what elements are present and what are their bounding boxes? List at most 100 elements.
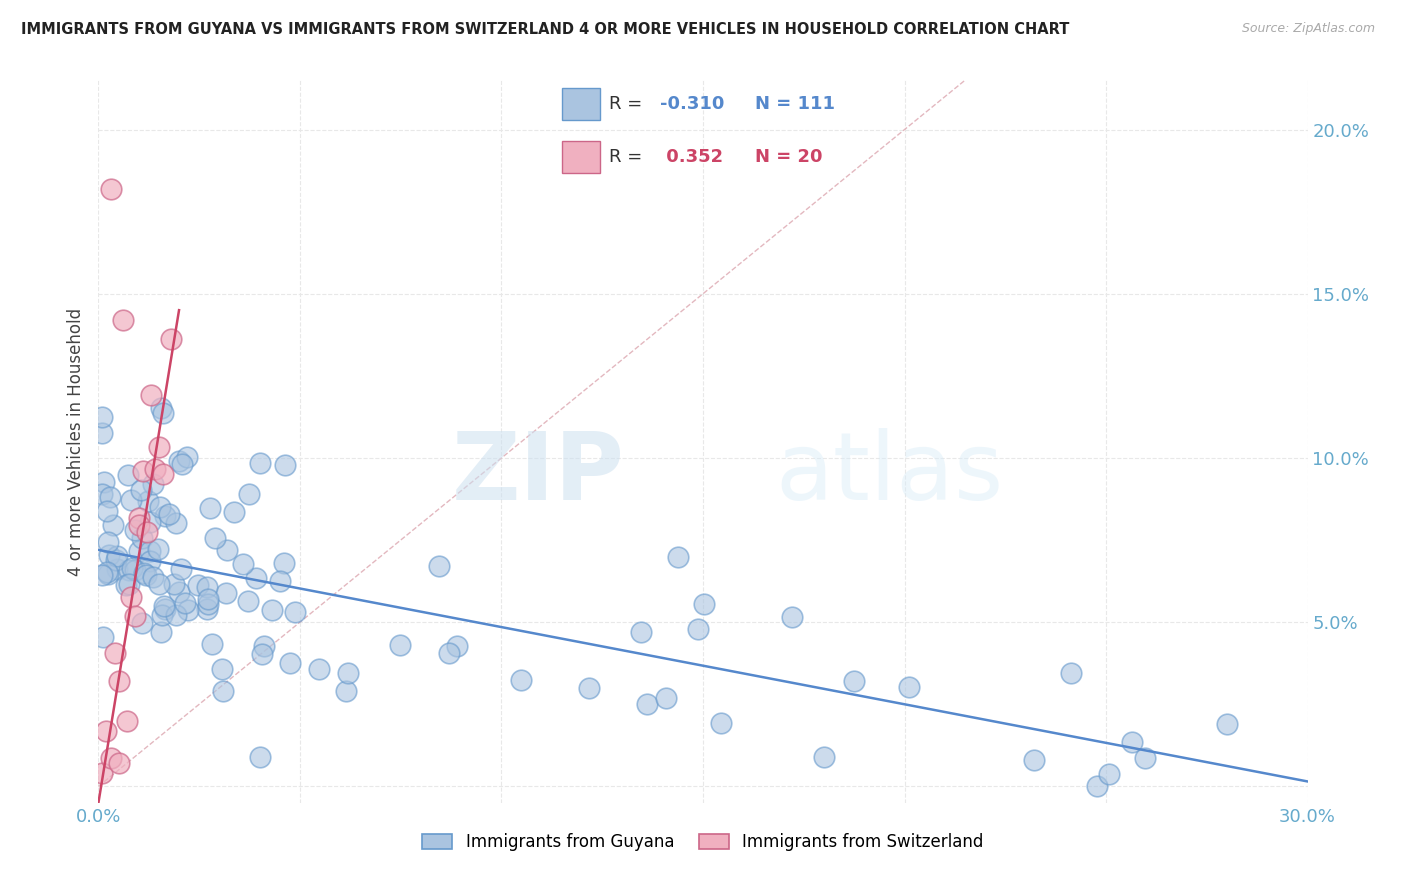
Point: [1060, 665, 1083, 680]
Point: [284, 606, 307, 620]
Point: [96, 566, 118, 580]
Point: [91, 766, 114, 780]
Point: [107, 756, 129, 770]
Point: [128, 517, 150, 532]
Point: [167, 454, 190, 468]
Point: [813, 750, 835, 764]
Point: [163, 577, 186, 591]
Point: [91, 630, 114, 644]
Point: [139, 388, 162, 402]
Point: [780, 609, 803, 624]
Point: [174, 597, 197, 611]
Point: [148, 500, 170, 514]
Point: [245, 571, 267, 585]
Point: [211, 663, 233, 677]
Point: [155, 508, 177, 523]
Point: [105, 562, 128, 576]
Point: [655, 690, 678, 705]
Point: [148, 577, 170, 591]
Point: [666, 550, 689, 565]
Point: [693, 597, 716, 611]
Point: [636, 697, 658, 711]
Point: [103, 646, 125, 660]
Point: [336, 666, 359, 681]
Text: ZIP: ZIP: [451, 428, 624, 520]
Point: [710, 715, 733, 730]
Point: [142, 570, 165, 584]
Point: [232, 558, 254, 572]
Text: atlas: atlas: [776, 428, 1004, 520]
Point: [91, 567, 114, 582]
Point: [198, 500, 221, 515]
Point: [135, 524, 157, 539]
Point: [215, 586, 238, 600]
Point: [121, 561, 143, 575]
Point: [131, 616, 153, 631]
Text: N = 20: N = 20: [755, 148, 823, 166]
Point: [177, 603, 200, 617]
Point: [132, 566, 155, 581]
Point: [97, 566, 120, 581]
Point: [148, 440, 170, 454]
Point: [117, 468, 139, 483]
Point: [630, 625, 652, 640]
Point: [273, 556, 295, 570]
Point: [100, 751, 122, 765]
Point: [1121, 735, 1143, 749]
Text: R =: R =: [609, 148, 648, 166]
Point: [152, 467, 174, 481]
Point: [153, 602, 176, 616]
Text: N = 111: N = 111: [755, 95, 835, 112]
Point: [165, 608, 187, 623]
Point: [115, 714, 138, 728]
Point: [107, 674, 129, 689]
Point: [93, 475, 115, 490]
Point: [249, 456, 271, 470]
Point: [278, 656, 301, 670]
Point: [335, 684, 357, 698]
Point: [132, 464, 155, 478]
Point: [842, 674, 865, 689]
Point: [138, 544, 160, 558]
Point: [160, 332, 183, 346]
Point: [1085, 780, 1108, 794]
Point: [128, 544, 150, 558]
Point: [148, 541, 170, 556]
Point: [1215, 717, 1237, 731]
Point: [131, 531, 153, 545]
Point: [252, 648, 274, 662]
Text: 0.352: 0.352: [659, 148, 723, 166]
Point: [120, 492, 142, 507]
Point: [197, 597, 219, 611]
Point: [157, 507, 180, 521]
Text: IMMIGRANTS FROM GUYANA VS IMMIGRANTS FROM SWITZERLAND 4 OR MORE VEHICLES IN HOUS: IMMIGRANTS FROM GUYANA VS IMMIGRANTS FRO…: [21, 22, 1070, 37]
Point: [204, 532, 226, 546]
Point: [427, 558, 450, 573]
Point: [124, 563, 146, 577]
Point: [252, 640, 274, 654]
Legend: Immigrants from Guyana, Immigrants from Switzerland: Immigrants from Guyana, Immigrants from …: [413, 825, 993, 860]
Point: [1097, 766, 1119, 780]
Point: [446, 639, 468, 653]
Text: R =: R =: [609, 95, 648, 112]
Point: [101, 517, 124, 532]
Point: [97, 535, 120, 549]
Point: [222, 505, 245, 519]
Y-axis label: 4 or more Vehicles in Household: 4 or more Vehicles in Household: [66, 308, 84, 575]
Point: [167, 585, 190, 599]
Point: [211, 683, 233, 698]
Point: [131, 483, 153, 497]
Point: [152, 406, 174, 420]
Point: [176, 450, 198, 465]
Point: [249, 750, 271, 764]
Point: [1024, 753, 1046, 767]
Point: [215, 542, 238, 557]
Point: [170, 562, 193, 576]
Point: [149, 625, 172, 640]
Point: [115, 578, 138, 592]
Point: [197, 601, 219, 615]
Point: [308, 662, 330, 676]
Point: [118, 563, 141, 577]
Text: -0.310: -0.310: [659, 95, 724, 112]
Point: [91, 487, 114, 501]
